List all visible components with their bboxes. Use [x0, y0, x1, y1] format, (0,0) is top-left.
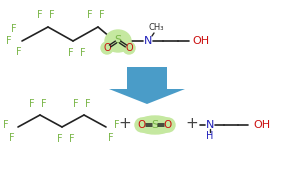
Text: F: F [68, 48, 74, 58]
Text: S: S [114, 35, 121, 45]
Text: F: F [80, 48, 86, 58]
Text: splitPFAS: splitPFAS [122, 72, 172, 82]
Text: +: + [118, 116, 131, 132]
Text: F: F [6, 36, 12, 46]
Polygon shape [109, 67, 185, 104]
Ellipse shape [105, 30, 131, 52]
Circle shape [135, 118, 149, 132]
Text: +: + [186, 116, 198, 132]
Text: OH: OH [193, 36, 210, 46]
Text: F: F [37, 10, 43, 20]
Circle shape [123, 42, 135, 54]
Text: N: N [206, 120, 214, 130]
Text: CH₃: CH₃ [148, 23, 164, 33]
Text: F: F [99, 10, 105, 20]
Text: F: F [108, 133, 114, 143]
Text: F: F [16, 47, 22, 57]
Text: F: F [11, 24, 17, 34]
Text: OH: OH [253, 120, 270, 130]
Text: O: O [164, 120, 172, 130]
Text: F: F [29, 99, 35, 109]
Text: O: O [103, 43, 111, 53]
Text: F: F [3, 120, 9, 130]
Circle shape [101, 42, 113, 54]
Text: F: F [69, 134, 75, 144]
Text: F: F [85, 99, 91, 109]
Text: F: F [41, 99, 47, 109]
Text: F: F [49, 10, 55, 20]
Text: N: N [144, 36, 152, 46]
Text: F: F [9, 133, 15, 143]
Text: O: O [125, 43, 133, 53]
Text: O: O [138, 120, 146, 130]
Text: F: F [57, 134, 63, 144]
Ellipse shape [136, 116, 174, 134]
Text: F: F [114, 120, 120, 130]
Text: H: H [206, 131, 214, 141]
Circle shape [161, 118, 175, 132]
Text: F: F [87, 10, 93, 20]
Text: S: S [151, 120, 158, 130]
Text: F: F [73, 99, 79, 109]
